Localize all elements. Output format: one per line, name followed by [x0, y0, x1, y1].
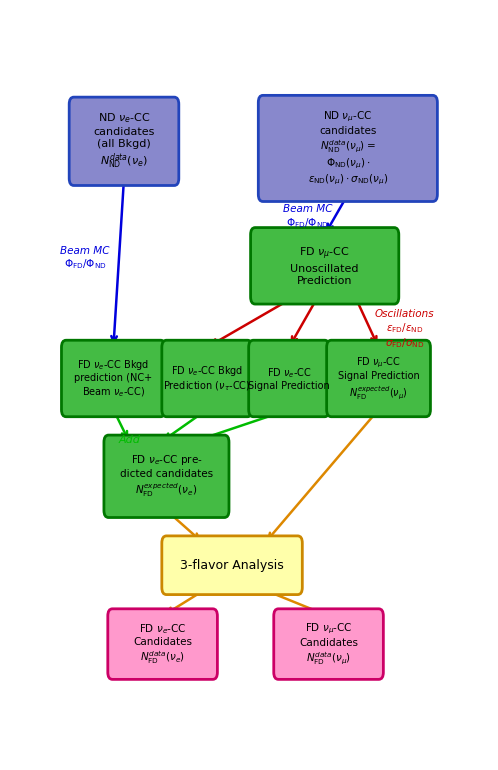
Text: FD $\nu_e$-CC
Signal Prediction: FD $\nu_e$-CC Signal Prediction	[248, 366, 330, 391]
FancyBboxPatch shape	[69, 97, 179, 186]
FancyBboxPatch shape	[61, 340, 165, 417]
FancyBboxPatch shape	[104, 435, 229, 517]
FancyBboxPatch shape	[250, 228, 399, 304]
Text: FD $\nu_e$-CC Bkgd
prediction (NC+
Beam $\nu_e$-CC): FD $\nu_e$-CC Bkgd prediction (NC+ Beam …	[74, 358, 152, 399]
FancyBboxPatch shape	[162, 536, 302, 594]
FancyBboxPatch shape	[274, 609, 383, 679]
Text: FD $\nu_e$-CC pre-
dicted candidates
$N_{\rm FD}^{expected}(\nu_e)$: FD $\nu_e$-CC pre- dicted candidates $N_…	[120, 454, 213, 499]
Text: 3-flavor Analysis: 3-flavor Analysis	[180, 559, 284, 572]
Text: ND $\nu_e$-CC
candidates
(all Bkgd)
$N_{\rm ND}^{data}(\nu_e)$: ND $\nu_e$-CC candidates (all Bkgd) $N_{…	[93, 112, 155, 171]
Text: FD $\nu_e$-CC Bkgd
Prediction ($\nu_\tau$-CC): FD $\nu_e$-CC Bkgd Prediction ($\nu_\tau…	[163, 363, 251, 393]
FancyBboxPatch shape	[249, 340, 329, 417]
FancyBboxPatch shape	[162, 340, 252, 417]
Text: ND $\nu_\mu$-CC
candidates
$N_{\rm ND}^{data}(\nu_\mu) =$
$\Phi_{\rm ND}(\nu_\mu: ND $\nu_\mu$-CC candidates $N_{\rm ND}^{…	[307, 109, 388, 187]
Text: Beam MC
$\Phi_{\rm FD}/\Phi_{\rm ND}$: Beam MC $\Phi_{\rm FD}/\Phi_{\rm ND}$	[60, 246, 110, 271]
Text: FD $\nu_\mu$-CC
Candidates
$N_{\rm FD}^{data}(\nu_\mu)$: FD $\nu_\mu$-CC Candidates $N_{\rm FD}^{…	[299, 621, 358, 667]
FancyBboxPatch shape	[258, 95, 437, 202]
Text: FD $\nu_e$-CC
Candidates
$N_{\rm FD}^{data}(\nu_e)$: FD $\nu_e$-CC Candidates $N_{\rm FD}^{da…	[133, 622, 192, 666]
Text: Beam MC
$\Phi_{\rm FD}/\Phi_{\rm ND}$: Beam MC $\Phi_{\rm FD}/\Phi_{\rm ND}$	[282, 204, 332, 229]
FancyBboxPatch shape	[108, 609, 218, 679]
Text: Add: Add	[119, 435, 141, 445]
Text: FD $\nu_\mu$-CC
Unoscillated
Prediction: FD $\nu_\mu$-CC Unoscillated Prediction	[290, 246, 359, 286]
Text: FD $\nu_\mu$-CC
Signal Prediction
$N_{\rm FD}^{expected}(\nu_\mu)$: FD $\nu_\mu$-CC Signal Prediction $N_{\r…	[338, 356, 419, 401]
FancyBboxPatch shape	[327, 340, 430, 417]
Text: Oscillations
$\varepsilon_{\rm FD}/\varepsilon_{\rm ND}$
$\sigma_{\rm FD}/\sigma: Oscillations $\varepsilon_{\rm FD}/\vare…	[375, 309, 435, 350]
